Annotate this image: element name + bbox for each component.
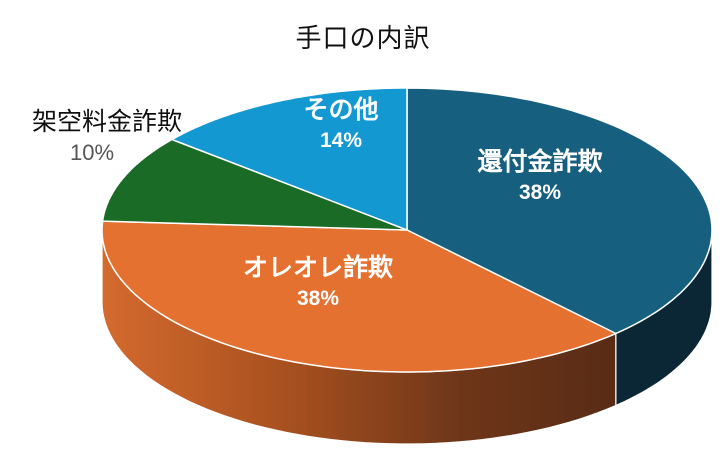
pie-slices bbox=[101, 87, 713, 373]
slice-name: 還付金詐欺 bbox=[477, 147, 603, 176]
slice-label-sonota: その他 14% bbox=[303, 94, 378, 156]
slice-percent: 38% bbox=[296, 287, 340, 310]
slice-label-oreore: オレオレ詐欺 38% bbox=[243, 252, 393, 314]
slice-name: オレオレ詐欺 bbox=[242, 253, 394, 282]
pie-slice-3[interactable] bbox=[171, 87, 408, 231]
pie-slice-2[interactable] bbox=[101, 138, 408, 231]
slice-name: その他 bbox=[303, 95, 379, 124]
slice-label-kanpukin: 還付金詐欺 38% bbox=[477, 146, 602, 208]
pie-slice-1[interactable] bbox=[101, 220, 617, 373]
slice-percent: 14% bbox=[319, 129, 363, 152]
slice-percent: 38% bbox=[518, 181, 562, 204]
slice-name: 架空料金詐欺 bbox=[31, 107, 183, 136]
slice-percent: 10% bbox=[69, 140, 115, 165]
slice-label-kakuryokin: 架空料金詐欺 10% bbox=[32, 106, 182, 168]
chart-title: 手口の内訳 bbox=[295, 24, 431, 54]
pie-slice-0[interactable] bbox=[406, 87, 713, 335]
